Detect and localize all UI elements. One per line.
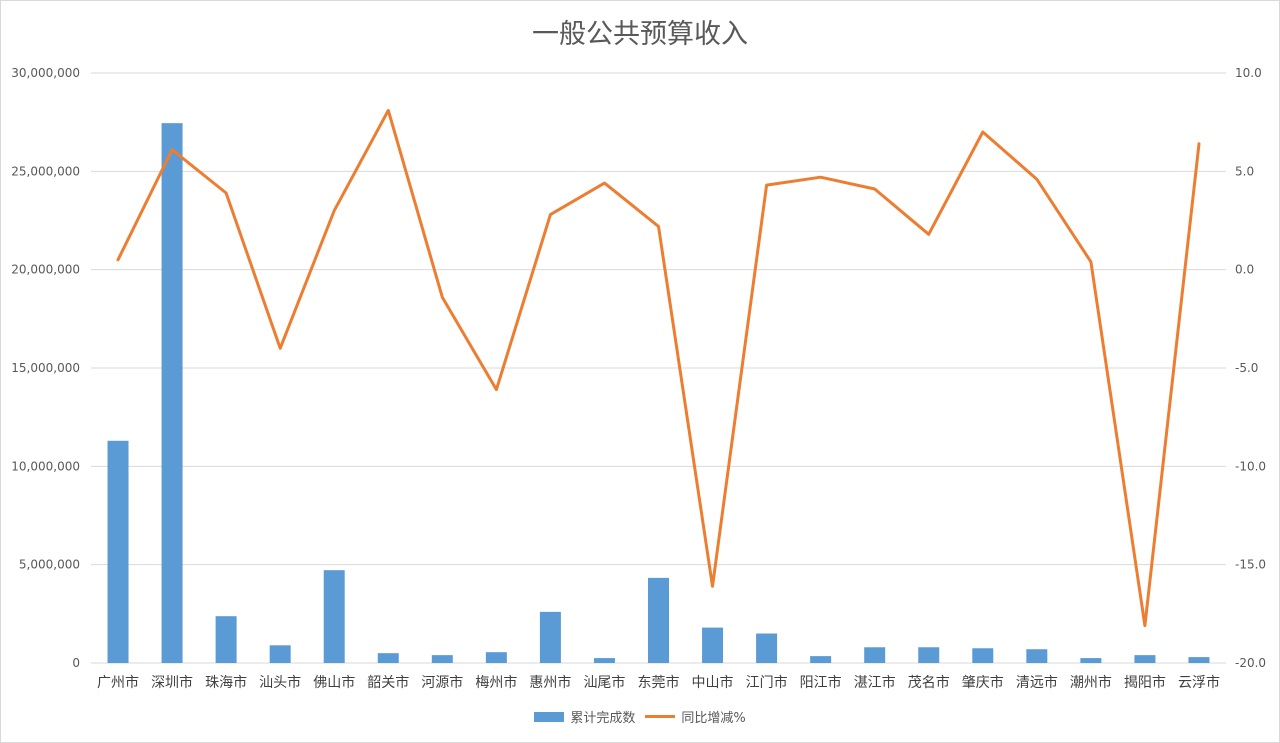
legend-swatch-bars <box>534 711 565 722</box>
y-left-tick-label: 10,000,000 <box>11 459 80 473</box>
y-left-tick-label: 30,000,000 <box>11 66 80 80</box>
chart-title: 一般公共预算收入 <box>532 19 748 50</box>
bar <box>1188 657 1210 663</box>
x-category-label: 韶关市 <box>367 674 409 691</box>
bar <box>918 647 940 663</box>
line-series <box>116 108 1201 628</box>
bar <box>864 647 886 663</box>
legend-swatch-line <box>645 715 676 718</box>
x-category-label: 肇庆市 <box>962 674 1004 691</box>
x-category-label: 茂名市 <box>908 674 950 691</box>
x-category-label: 中山市 <box>692 674 734 691</box>
x-category-label: 江门市 <box>746 674 788 691</box>
bar <box>1026 649 1048 663</box>
y-right-tick-label: 0.0 <box>1235 263 1254 277</box>
bar <box>323 570 345 663</box>
legend: 累计完成数 同比增减% <box>0 707 1280 726</box>
legend-item-line: 同比增减% <box>645 707 746 726</box>
bar <box>431 655 453 663</box>
x-category-label: 云浮市 <box>1178 674 1220 691</box>
y-right-tick-label: 5.0 <box>1235 164 1254 178</box>
bar <box>1134 655 1156 663</box>
y-right-tick-label: -20.0 <box>1235 656 1266 670</box>
bar <box>972 648 994 663</box>
bar <box>1080 658 1102 663</box>
x-category-label: 珠海市 <box>205 674 247 691</box>
x-category-label: 深圳市 <box>151 674 193 691</box>
x-category-label: 河源市 <box>421 674 463 691</box>
x-category-label: 惠州市 <box>529 674 571 691</box>
y-left-tick-label: 20,000,000 <box>11 263 80 277</box>
bar <box>377 653 399 663</box>
bar <box>756 633 778 663</box>
bar <box>702 627 724 663</box>
y-right-tick-label: 10.0 <box>1235 66 1262 80</box>
x-category-label: 汕头市 <box>259 674 301 691</box>
x-category-label: 东莞市 <box>638 674 680 691</box>
bar <box>485 652 507 663</box>
legend-label-bars: 累计完成数 <box>570 711 636 726</box>
y-left-tick-label: 15,000,000 <box>11 361 80 375</box>
x-category-label: 阳江市 <box>800 674 842 691</box>
legend-item-bars: 累计完成数 <box>534 707 635 726</box>
x-category-label: 湛江市 <box>854 674 896 691</box>
bar <box>593 658 615 663</box>
bar <box>161 123 183 663</box>
y-right-tick-label: -15.0 <box>1235 558 1266 572</box>
bar <box>107 440 129 663</box>
y-left-tick-label: 25,000,000 <box>11 164 80 178</box>
x-category-label: 佛山市 <box>313 674 355 691</box>
x-category-label: 清远市 <box>1016 674 1058 691</box>
y-right-tick-label: -5.0 <box>1235 361 1258 375</box>
y-left-tick-label: 0 <box>72 656 80 670</box>
x-category-label: 梅州市 <box>475 674 517 691</box>
x-category-label: 广州市 <box>97 674 139 691</box>
bar <box>648 577 669 663</box>
x-category-label: 汕尾市 <box>583 674 625 691</box>
x-category-label: 揭阳市 <box>1124 674 1166 691</box>
legend-label-line: 同比增减% <box>681 711 746 726</box>
y-left-tick-label: 5,000,000 <box>19 558 80 572</box>
x-category-label: 潮州市 <box>1070 674 1112 691</box>
y-right-tick-label: -10.0 <box>1235 459 1266 473</box>
bar <box>215 616 237 663</box>
bar <box>539 611 561 663</box>
bar <box>810 656 832 663</box>
bar <box>269 645 291 663</box>
